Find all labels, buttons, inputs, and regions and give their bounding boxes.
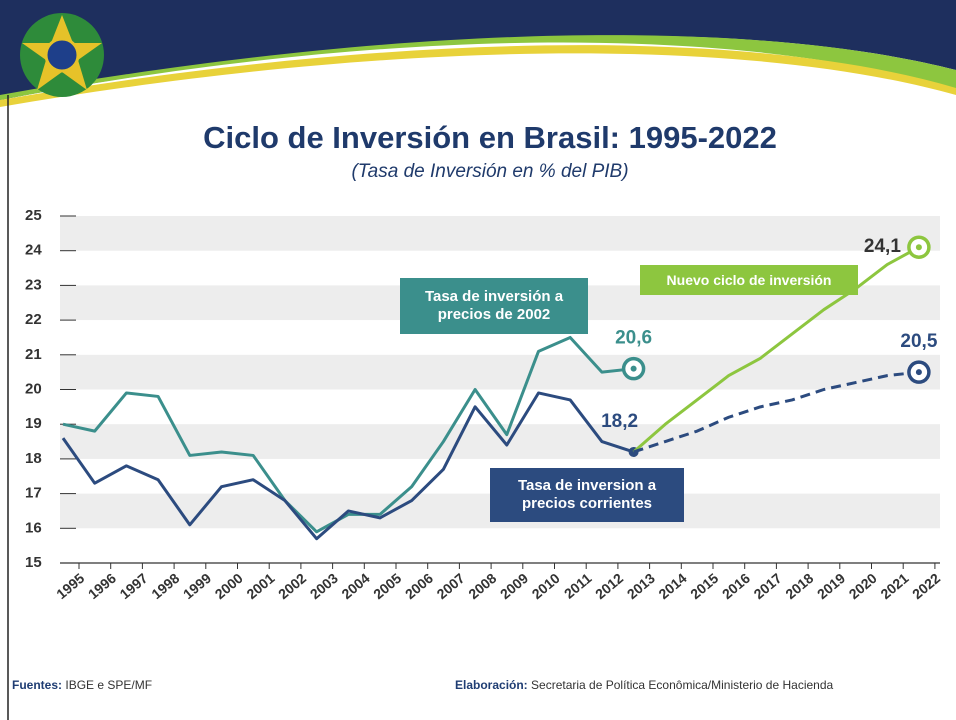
x-tick-label: 2017 — [751, 570, 785, 602]
x-tick-label: 1995 — [53, 570, 87, 602]
y-tick-label: 24 — [25, 242, 42, 259]
x-tick-label: 1997 — [117, 570, 151, 602]
x-tick-label: 2013 — [624, 570, 658, 602]
x-tick-label: 2008 — [465, 570, 499, 602]
sources-text: IBGE e SPE/MF — [65, 678, 152, 692]
chart: Ciclo de Inversión en Brasil: 1995-2022 … — [0, 0, 956, 720]
chart-title: Ciclo de Inversión en Brasil: 1995-2022 — [203, 120, 777, 155]
x-tick-label: 2019 — [814, 570, 848, 602]
y-tick-label: 21 — [25, 346, 42, 363]
x-tick-label: 2015 — [687, 570, 721, 602]
y-tick-label: 19 — [25, 415, 42, 432]
x-tick-label: 2009 — [497, 570, 531, 602]
sources: Fuentes: IBGE e SPE/MF — [12, 678, 152, 692]
coat-of-arms — [20, 13, 104, 97]
x-tick-label: 2012 — [592, 570, 626, 602]
end-marker-dot — [916, 244, 922, 250]
series-label: Tasa de inversion a precios corrientes — [490, 468, 684, 522]
series-label: Nuevo ciclo de inversión — [640, 265, 858, 295]
end-marker-dot — [916, 369, 922, 375]
grid-band — [60, 216, 940, 251]
x-tick-label: 2014 — [655, 570, 689, 602]
credit-text: Secretaria de Política Econômica/Ministe… — [531, 678, 833, 692]
value-label: 24,1 — [864, 236, 901, 257]
x-tick-label: 2020 — [846, 570, 880, 602]
value-label: 20,6 — [615, 328, 652, 349]
y-tick-label: 23 — [25, 276, 42, 293]
x-tick-label: 1996 — [85, 570, 119, 602]
y-tick-label: 15 — [25, 554, 42, 571]
x-tick-label: 2001 — [243, 570, 277, 602]
credit: Elaboración: Secretaria de Política Econ… — [455, 678, 833, 692]
y-tick-label: 22 — [25, 311, 42, 328]
sources-label: Fuentes: — [12, 678, 62, 692]
x-tick-label: 1998 — [148, 570, 182, 602]
y-tick-label: 16 — [25, 519, 42, 536]
value-label: 18,2 — [601, 411, 638, 432]
end-marker-dot — [631, 366, 637, 372]
credit-label: Elaboración: — [455, 678, 528, 692]
y-tick-label: 18 — [25, 450, 42, 467]
y-tick-label: 25 — [25, 207, 42, 224]
x-tick-label: 2000 — [212, 570, 246, 602]
y-tick-label: 17 — [25, 485, 42, 502]
x-tick-label: 2010 — [529, 570, 563, 602]
x-tick-label: 2018 — [782, 570, 816, 602]
x-tick-label: 1999 — [180, 570, 214, 602]
x-tick-label: 2006 — [402, 570, 436, 602]
x-tick-label: 2011 — [561, 570, 595, 602]
x-tick-label: 2007 — [434, 570, 468, 602]
x-tick-label: 2021 — [877, 570, 911, 602]
chart-subtitle: (Tasa de Inversión en % del PIB) — [351, 161, 628, 182]
x-tick-label: 2003 — [307, 570, 341, 602]
value-label: 20,5 — [900, 331, 937, 352]
y-tick-label: 20 — [25, 380, 42, 397]
slide: Ciclo de Inversión en Brasil: 1995-2022 … — [0, 0, 956, 720]
x-tick-label: 2022 — [909, 570, 943, 602]
x-tick-label: 2005 — [370, 570, 404, 602]
x-tick-label: 2004 — [338, 570, 372, 602]
series-label: Tasa de inversión a precios de 2002 — [400, 278, 588, 334]
grid-band — [60, 355, 940, 390]
x-tick-label: 2016 — [719, 570, 753, 602]
x-tick-label: 2002 — [275, 570, 309, 602]
